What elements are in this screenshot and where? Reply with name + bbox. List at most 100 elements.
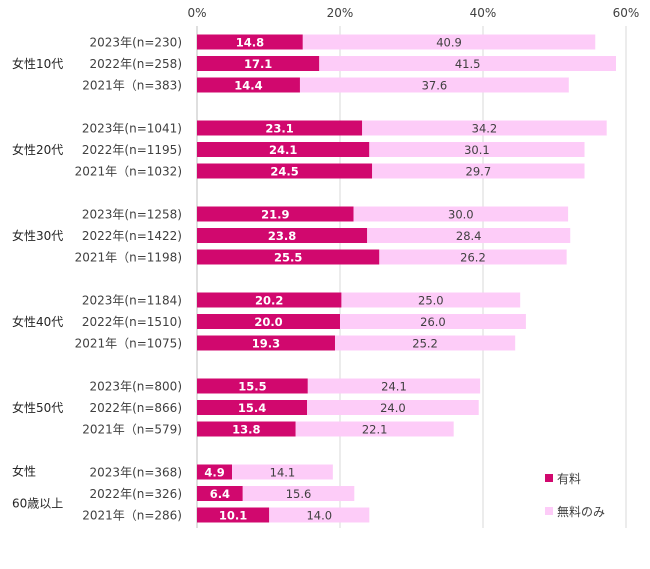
row-label: 2022年(n=1422) — [82, 229, 182, 243]
bar-segment-free — [362, 120, 607, 136]
bar-segment-free — [334, 335, 516, 351]
data-label-free: 22.1 — [362, 423, 388, 437]
data-label-free: 15.6 — [286, 487, 312, 501]
data-label-paid: 4.9 — [204, 466, 224, 480]
bar-segment-paid — [197, 77, 300, 93]
bar-segment-paid — [197, 486, 243, 501]
row-label: 2023年(n=800) — [90, 380, 182, 394]
bar-segment-free — [232, 464, 333, 480]
group-label: 女性 — [12, 464, 36, 479]
legend-swatch — [545, 507, 553, 515]
group-label: 女性10代 — [12, 56, 63, 71]
bar-segment-free — [269, 507, 370, 523]
row-label: 2022年(n=1510) — [82, 315, 182, 329]
bar-segment-paid — [197, 507, 270, 523]
row-label: 2022年(n=866) — [90, 401, 182, 415]
x-tick-label: 20% — [327, 6, 354, 20]
row-label: 2021年（n=383) — [82, 79, 182, 93]
data-label-free: 25.0 — [418, 294, 444, 308]
data-label-paid: 23.8 — [268, 229, 296, 243]
bar-segment-free — [319, 56, 616, 71]
data-label-free: 30.1 — [464, 143, 490, 157]
data-label-paid: 14.4 — [234, 79, 262, 93]
x-tick-label: 60% — [613, 6, 640, 20]
data-label-paid: 10.1 — [219, 509, 247, 523]
legend-swatch — [545, 474, 553, 482]
data-label-paid: 17.1 — [244, 57, 272, 71]
row-label: 2023年(n=368) — [90, 466, 182, 480]
bar-segment-free — [295, 421, 454, 437]
data-label-free: 24.1 — [381, 380, 407, 394]
data-label-paid: 13.8 — [232, 423, 260, 437]
row-label: 2021年（n=1075) — [75, 337, 182, 351]
data-label-paid: 15.5 — [238, 380, 266, 394]
data-label-paid: 20.0 — [254, 315, 282, 329]
bar-segment-paid — [197, 142, 370, 157]
row-label: 2021年（n=286) — [82, 509, 182, 523]
bar-segment-free — [307, 378, 481, 394]
data-label-paid: 6.4 — [210, 487, 230, 501]
group-label: 女性20代 — [12, 142, 63, 157]
bar-segment-free — [369, 142, 585, 157]
row-label: 2021年（n=1198) — [75, 251, 182, 265]
data-label-free: 14.1 — [270, 466, 296, 480]
bar-segment-free — [340, 314, 526, 329]
data-label-paid: 14.8 — [236, 36, 264, 50]
bar-segment-free — [242, 486, 355, 501]
data-label-paid: 23.1 — [265, 122, 293, 136]
bar-segment-free — [379, 249, 567, 265]
legend-label: 無料のみ — [557, 504, 605, 519]
data-label-free: 29.7 — [466, 165, 492, 179]
data-label-paid: 19.3 — [252, 337, 280, 351]
data-label-paid: 21.9 — [261, 208, 289, 222]
bar-segment-paid — [197, 378, 308, 394]
group-label: 女性30代 — [12, 228, 63, 243]
bar-segment-paid — [197, 335, 335, 351]
row-label: 2021年（n=1032) — [75, 165, 182, 179]
x-tick-label: 0% — [187, 6, 206, 20]
data-label-free: 41.5 — [455, 57, 481, 71]
data-label-free: 28.4 — [456, 229, 482, 243]
bar-segment-free — [372, 163, 585, 179]
data-label-paid: 15.4 — [238, 401, 266, 415]
data-label-free: 34.2 — [472, 122, 498, 136]
data-label-paid: 25.5 — [274, 251, 302, 265]
bar-segment-paid — [197, 56, 320, 71]
bar-segment-paid — [197, 163, 373, 179]
bar-segment-paid — [197, 464, 233, 480]
data-label-free: 25.2 — [412, 337, 438, 351]
data-label-free: 14.0 — [306, 509, 332, 523]
bar-segment-free — [299, 77, 569, 93]
row-label: 2021年（n=579) — [82, 423, 182, 437]
data-label-free: 26.0 — [420, 315, 446, 329]
bar-segment-paid — [197, 206, 354, 222]
data-label-free: 30.0 — [448, 208, 474, 222]
bar-segment-paid — [197, 314, 340, 329]
data-label-free: 24.0 — [380, 401, 406, 415]
row-label: 2023年(n=1041) — [82, 122, 182, 136]
bar-segment-paid — [197, 292, 342, 308]
bar-segment-paid — [197, 400, 308, 415]
legend-label: 有料 — [557, 472, 581, 486]
bar-segment-paid — [197, 120, 363, 136]
bar-segment-free — [302, 34, 596, 50]
data-label-paid: 24.1 — [269, 143, 297, 157]
bar-segment-free — [341, 292, 521, 308]
data-label-free: 37.6 — [422, 79, 448, 93]
bar-segment-paid — [197, 228, 368, 243]
group-label: 女性50代 — [12, 400, 63, 415]
row-label: 2022年(n=1195) — [82, 143, 182, 157]
group-label: 60歳以上 — [12, 497, 63, 511]
bar-segment-paid — [197, 421, 296, 437]
row-label: 2023年(n=1258) — [82, 208, 182, 222]
bar-segment-free — [367, 228, 571, 243]
bar-segment-free — [307, 400, 479, 415]
data-label-free: 26.2 — [460, 251, 486, 265]
bar-segment-paid — [197, 249, 380, 265]
row-label: 2023年(n=1184) — [82, 294, 182, 308]
data-label-paid: 24.5 — [270, 165, 298, 179]
x-tick-label: 40% — [470, 6, 497, 20]
row-label: 2022年(n=258) — [90, 57, 182, 71]
bar-segment-free — [353, 206, 569, 222]
